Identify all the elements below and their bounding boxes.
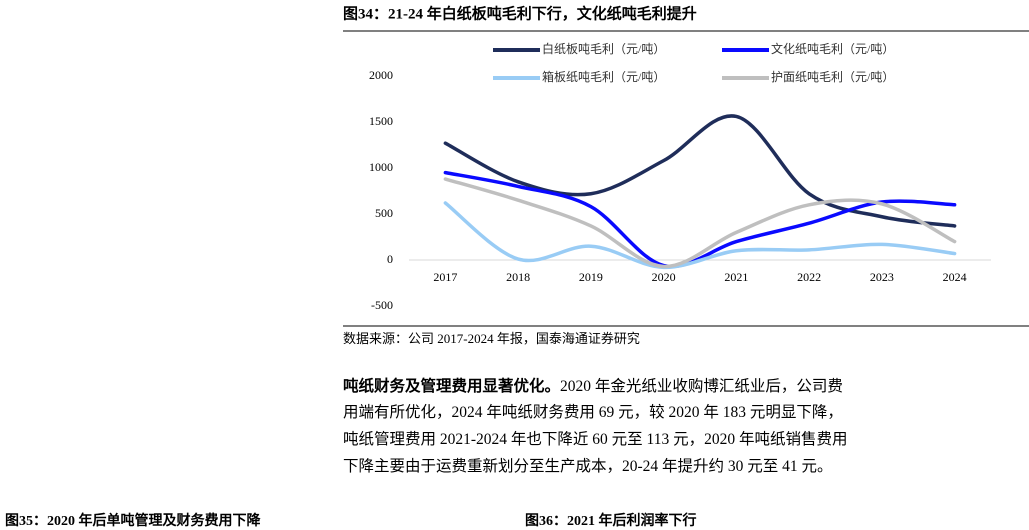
source: 数据来源：公司 2017-2024 年报，国泰海通证券研究 [343, 331, 640, 346]
paragraph-line: 吨纸财务及管理费用显著优化。2020 年金光纸业收购博汇纸业后，公司费 [343, 374, 843, 400]
x-tick-label: 2022 [797, 270, 821, 284]
legend-label: 箱板纸吨毛利（元/吨） [542, 69, 665, 84]
x-tick-label: 2021 [724, 270, 748, 284]
x-tick-label: 2017 [433, 270, 457, 284]
paragraph-line: 吨纸管理费用 2021-2024 年也下降近 60 元至 113 元，2020 … [343, 431, 848, 448]
x-tick-label: 2020 [652, 270, 676, 284]
y-tick-label: 500 [375, 206, 393, 220]
caption: 图36：2021 年后利润率下行 [525, 514, 697, 529]
paragraph-line: 用端有所优化，2024 年吨纸财务费用 69 元，较 2020 年 183 元明… [343, 404, 843, 421]
y-tick-label: 1000 [369, 160, 393, 174]
legend-label: 白纸板吨毛利（元/吨） [542, 41, 665, 56]
y-tick-label: 2000 [369, 68, 393, 82]
series-line [443, 177, 957, 269]
x-tick-label: 2023 [870, 270, 894, 284]
x-tick-label: 2024 [943, 270, 967, 284]
series-line [443, 114, 957, 228]
series-line [443, 201, 957, 270]
y-tick-label: -500 [371, 298, 393, 312]
text: 2020 年金光纸业收购博汇纸业后，公司费 [560, 378, 843, 395]
x-tick-label: 2019 [579, 270, 603, 284]
chart-title: 图34：21-24 年白纸板吨毛利下行，文化纸吨毛利提升 [343, 4, 697, 22]
y-tick-label: 0 [387, 252, 393, 266]
x-tick-label: 2018 [506, 270, 530, 284]
legend-label: 文化纸吨毛利（元/吨） [771, 41, 894, 56]
paragraph-line: 下降主要由于运费重新划分至生产成本，20-24 年提升约 30 元至 41 元。 [343, 458, 833, 475]
caption: 图35：2020 年后单吨管理及财务费用下降 [5, 514, 261, 529]
legend-label: 护面纸吨毛利（元/吨） [771, 70, 894, 84]
y-tick-label: 1500 [369, 114, 393, 128]
lead: 吨纸财务及管理费用显著优化。 [343, 378, 561, 395]
